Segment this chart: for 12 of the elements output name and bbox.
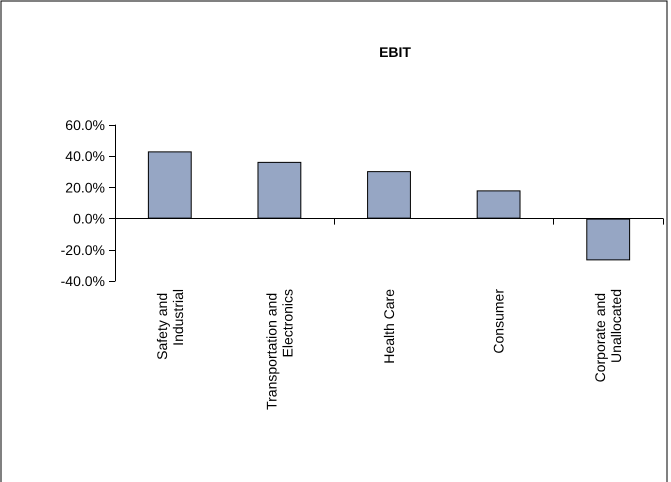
y-tick-label: 0.0% bbox=[73, 210, 105, 227]
x-tick-label: Corporate and Unallocated bbox=[592, 289, 624, 382]
x-tick-label: Consumer bbox=[490, 288, 507, 354]
y-tick-label: -40.0% bbox=[60, 273, 105, 289]
y-tick-label: 60.0% bbox=[65, 117, 105, 133]
y-tick-label: 40.0% bbox=[65, 148, 105, 164]
chart-title: EBIT bbox=[379, 44, 412, 60]
y-tick-label: -20.0% bbox=[60, 242, 105, 258]
y-tick-label: 20.0% bbox=[65, 179, 105, 196]
x-tick-label: Health Care bbox=[381, 288, 397, 364]
x-tick-label: Transportation and Electronics bbox=[263, 289, 296, 410]
x-tick-label: Safety and Industrial bbox=[154, 289, 186, 360]
